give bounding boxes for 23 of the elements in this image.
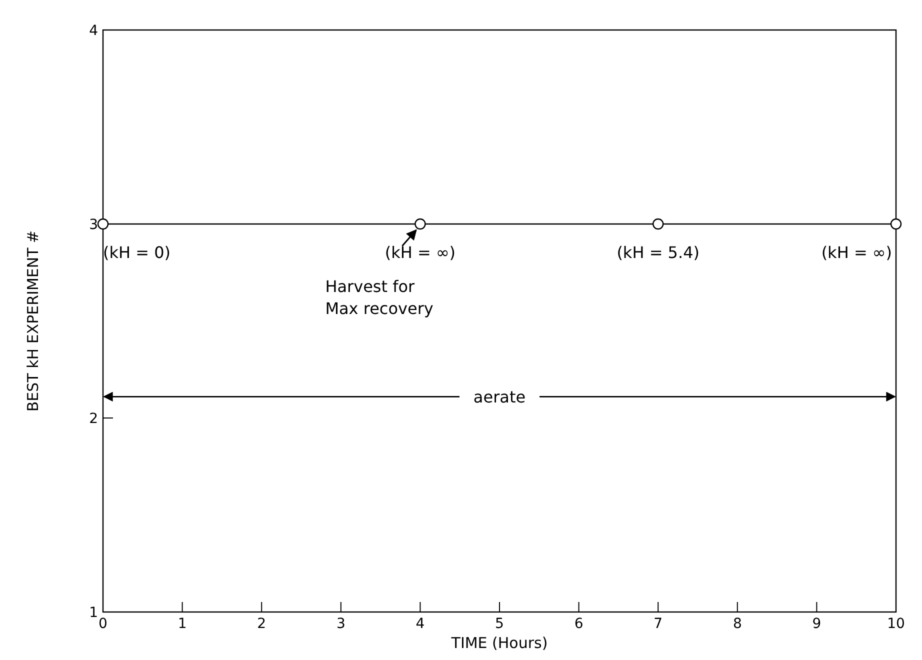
y-tick-label: 4	[89, 23, 98, 39]
x-tick-label: 1	[178, 616, 187, 632]
annotation: aerate	[473, 388, 526, 407]
x-tick-label: 0	[98, 616, 108, 632]
x-tick-label: 2	[257, 616, 266, 632]
x-tick-label: 4	[416, 616, 425, 632]
x-tick-label: 5	[495, 616, 504, 632]
y-tick-label: 2	[89, 411, 98, 427]
annotation: (kH = ∞)	[821, 243, 892, 262]
x-tick-label: 3	[336, 616, 346, 632]
y-tick-label: 1	[89, 605, 98, 621]
annotation: (kH = 0)	[103, 243, 171, 262]
annotation: Harvest for Max recovery	[325, 277, 434, 318]
x-axis-title: TIME (Hours)	[450, 634, 548, 652]
y-tick-label: 3	[89, 217, 98, 233]
annotation: (kH = ∞)	[384, 243, 456, 262]
x-tick-label: 9	[812, 616, 822, 632]
x-tick-label: 10	[887, 616, 905, 632]
x-tick-label: 8	[732, 616, 742, 632]
x-tick-label: 6	[574, 616, 584, 632]
annotation: (kH = 5.4)	[616, 243, 700, 262]
y-axis-title: BEST kH EXPERIMENT #	[24, 230, 42, 412]
x-tick-label: 7	[654, 616, 663, 632]
